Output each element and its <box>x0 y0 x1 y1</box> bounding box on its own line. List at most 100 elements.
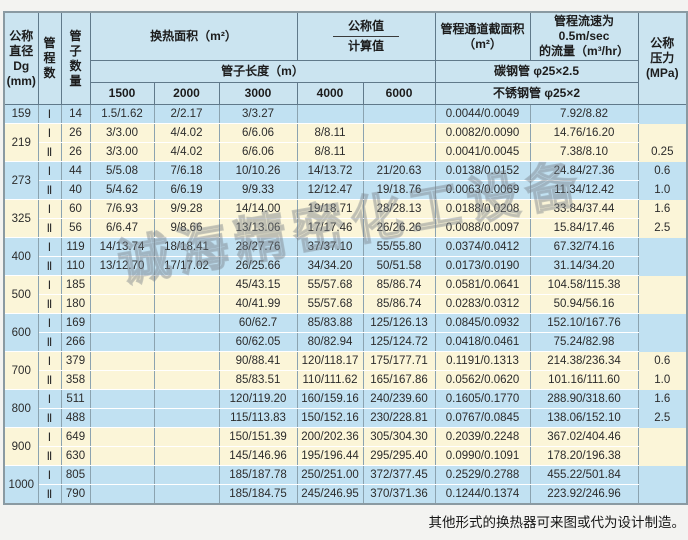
diameter-cell: 400 <box>3 237 39 276</box>
area-1500-cell <box>89 332 155 352</box>
flow-rate-cell: 24.84/27.36 <box>529 161 639 181</box>
table-row: Ⅱ 358 85/83.51 110/111.62 165/167.86 0.0562/0… <box>4 370 688 390</box>
cross-section-cell: 0.0562/0.0620 <box>434 370 531 390</box>
area-3000-cell: 14/14.00 <box>218 199 298 219</box>
tube-count-cell: 26 <box>60 123 91 143</box>
diameter-cell: 800 <box>3 389 39 428</box>
pressure-cell <box>637 427 688 447</box>
table-row: Ⅱ 790 185/184.75 245/246.95 370/371.36 0.1244… <box>4 484 688 505</box>
flow-rate-cell: 11.34/12.42 <box>529 180 639 200</box>
area-4000-cell: 14/13.72 <box>296 161 364 181</box>
table-row: Ⅱ 266 60/62.05 80/82.94 125/124.72 0.0418/0.0… <box>4 332 688 352</box>
pressure-cell: 0.6 <box>637 161 688 181</box>
pass-count-cell: Ⅰ <box>37 161 62 181</box>
pressure-cell: 0.6 <box>637 351 688 371</box>
area-1500-cell: 13/12.70 <box>89 256 155 276</box>
pressure-cell <box>637 465 688 485</box>
area-2000-cell <box>153 446 220 466</box>
area-1500-cell <box>89 484 155 505</box>
pressure-cell <box>637 256 688 276</box>
pass-count-cell: Ⅰ <box>37 275 62 295</box>
table-row: Ⅱ 110 13/12.70 17/17.02 26/25.66 34/34.20 50/5… <box>4 256 688 276</box>
area-4000-cell: 55/57.68 <box>296 294 364 314</box>
area-2000-cell: 4/4.02 <box>153 142 220 162</box>
area-2000-cell: 4/4.02 <box>153 123 220 143</box>
area-6000-cell <box>362 123 436 143</box>
area-3000-cell: 10/10.26 <box>218 161 298 181</box>
pressure-cell: 1.6 <box>637 199 688 219</box>
area-4000-cell: 85/83.88 <box>296 313 364 333</box>
area-2000-cell <box>153 351 220 371</box>
header-channel-cross-section: 管程通道截面积 （m²） <box>434 11 531 61</box>
flow-rate-cell: 15.84/17.46 <box>529 218 639 238</box>
cross-section-cell: 0.2039/0.2248 <box>434 427 531 447</box>
area-2000-cell <box>153 408 220 428</box>
header-nominal-diameter: 公称 直径 Dg (mm) <box>3 11 39 105</box>
area-3000-cell: 45/43.15 <box>218 275 298 295</box>
pressure-cell: 1.6 <box>637 389 688 409</box>
pass-count-cell: Ⅰ <box>37 237 62 257</box>
area-6000-cell: 295/295.40 <box>362 446 436 466</box>
area-6000-cell: 26/26.26 <box>362 218 436 238</box>
area-1500-cell <box>89 465 155 485</box>
area-6000-cell <box>362 142 436 162</box>
area-3000-cell: 26/25.66 <box>218 256 298 276</box>
cross-section-cell: 0.0990/0.1091 <box>434 446 531 466</box>
pressure-cell: 2.5 <box>637 218 688 238</box>
area-1500-cell: 1.5/1.62 <box>89 104 155 124</box>
footer-note: 其他形式的换热器可来图或代为设计制造。 <box>428 515 686 530</box>
area-6000-cell: 372/377.45 <box>362 465 436 485</box>
cross-section-cell: 0.0044/0.0049 <box>434 104 531 124</box>
header-tube-length: 管子长度（m） <box>89 60 436 83</box>
area-6000-cell <box>362 104 436 124</box>
area-4000-cell: 200/202.36 <box>296 427 364 447</box>
area-3000-cell: 6/6.06 <box>218 142 298 162</box>
pass-count-cell: Ⅱ <box>37 370 62 390</box>
area-4000-cell: 8/8.11 <box>296 142 364 162</box>
pressure-cell <box>637 237 688 257</box>
tube-count-cell: 358 <box>60 370 91 390</box>
pass-count-cell: Ⅱ <box>37 332 62 352</box>
pressure-cell: 1.0 <box>637 180 688 200</box>
area-1500-cell: 14/13.74 <box>89 237 155 257</box>
pass-count-cell: Ⅱ <box>37 408 62 428</box>
pass-count-cell: Ⅰ <box>37 123 62 143</box>
tube-count-cell: 379 <box>60 351 91 371</box>
area-6000-cell: 125/126.13 <box>362 313 436 333</box>
area-3000-cell: 6/6.06 <box>218 123 298 143</box>
cross-section-cell: 0.0767/0.0845 <box>434 408 531 428</box>
area-4000-cell: 55/57.68 <box>296 275 364 295</box>
area-2000-cell: 9/9.28 <box>153 199 220 219</box>
header-stainless-steel-tube: 不锈钢管 φ25×2 <box>434 82 639 105</box>
area-1500-cell <box>89 389 155 409</box>
tube-count-cell: 180 <box>60 294 91 314</box>
area-4000-cell: 120/118.17 <box>296 351 364 371</box>
pressure-cell <box>637 484 688 504</box>
tube-count-cell: 119 <box>60 237 91 257</box>
diameter-cell: 700 <box>3 351 39 390</box>
cross-section-cell: 0.0283/0.0312 <box>434 294 531 314</box>
tube-count-cell: 488 <box>60 408 91 428</box>
area-6000-cell: 85/86.74 <box>362 275 436 295</box>
area-2000-cell <box>153 370 220 390</box>
header-tube-count: 管 子 数 量 <box>60 11 91 105</box>
pass-count-cell: Ⅱ <box>37 256 62 276</box>
table-row: 219 Ⅰ 26 3/3.00 4/4.02 6/6.06 8/8.11 0.0082/0.0… <box>3 123 688 162</box>
area-3000-cell: 60/62.7 <box>218 313 298 333</box>
diameter-cell: 600 <box>3 313 39 352</box>
area-6000-cell: 19/18.76 <box>362 180 436 200</box>
area-2000-cell: 18/18.41 <box>153 237 220 257</box>
pressure-cell <box>637 275 688 295</box>
area-3000-cell: 9/9.33 <box>218 180 298 200</box>
header-length-4000: 4000 <box>296 82 364 105</box>
area-4000-cell: 245/246.95 <box>296 484 364 505</box>
pass-count-cell: Ⅱ <box>37 142 62 162</box>
flow-rate-cell: 455.22/501.84 <box>529 465 639 485</box>
area-6000-cell: 230/228.81 <box>362 408 436 428</box>
area-4000-cell: 8/8.11 <box>296 123 364 143</box>
area-1500-cell <box>89 294 155 314</box>
cross-section-cell: 0.1605/0.1770 <box>434 389 531 409</box>
area-1500-cell: 3/3.00 <box>89 142 155 162</box>
header-nominal-pressure: 公称 压力 (MPa) <box>637 11 688 105</box>
diameter-cell: 159 <box>3 104 39 124</box>
